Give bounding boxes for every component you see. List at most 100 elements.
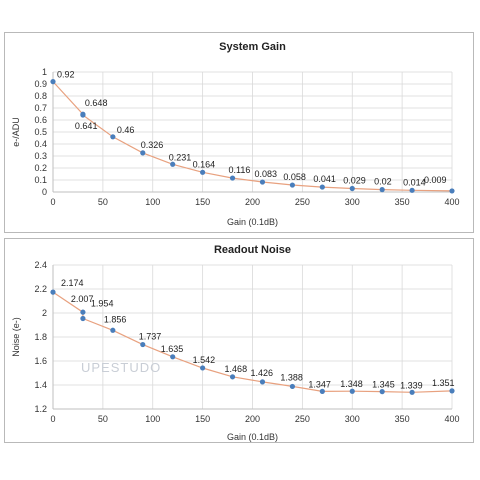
data-label: 1.468	[225, 364, 248, 374]
data-point	[140, 341, 146, 348]
y-tick-label: 1.8	[34, 332, 47, 342]
data-label: 0.164	[193, 159, 216, 169]
x-tick-label: 300	[345, 414, 360, 424]
data-label: 1.426	[250, 368, 273, 378]
y-axis-label: e-/ADU	[11, 117, 21, 147]
y-tick-label: 0.2	[34, 163, 47, 173]
x-tick-label: 100	[145, 414, 160, 424]
x-tick-label: 150	[195, 414, 210, 424]
y-tick-label: 2.2	[34, 284, 47, 294]
y-tick-label: 0.1	[34, 175, 47, 185]
data-label: 0.648	[85, 98, 108, 108]
x-tick-label: 250	[295, 197, 310, 207]
y-tick-label: 0.3	[34, 151, 47, 161]
y-tick-label: 0	[42, 187, 47, 197]
data-point	[170, 161, 176, 167]
data-point	[170, 354, 176, 360]
data-label: 1.345	[372, 380, 395, 390]
x-tick-label: 350	[395, 197, 410, 207]
data-label: 1.347	[308, 379, 331, 389]
data-label: 0.641	[75, 121, 98, 131]
data-label: 1.737	[139, 332, 162, 342]
y-tick-label: 1	[42, 67, 47, 77]
system-gain-chart-panel: System Gain 0 0.1 0.2 0.3 0.4 0.5 0.6 0.7 0.8 0.9 1…	[4, 32, 474, 233]
data-point	[449, 188, 455, 194]
data-point	[259, 379, 266, 385]
data-point	[349, 388, 355, 394]
data-point	[289, 182, 295, 188]
data-label: 1.954	[91, 299, 114, 309]
data-point	[80, 309, 86, 315]
chart-title: Readout Noise	[214, 244, 291, 256]
data-label: 0.009	[424, 175, 447, 185]
y-tick-label: 0.5	[34, 127, 47, 137]
x-tick-label: 350	[395, 414, 410, 424]
x-tick-label: 200	[245, 197, 260, 207]
x-tick-label: 400	[444, 197, 459, 207]
watermark-text: UPESTUDO	[81, 360, 161, 375]
y-tick-label: 0.8	[34, 91, 47, 101]
data-label: 2.174	[61, 278, 84, 288]
y-tick-label: 2.4	[34, 260, 47, 270]
data-label: 0.041	[313, 174, 336, 184]
system-gain-chart: System Gain 0 0.1 0.2 0.3 0.4 0.5 0.6 0.7 0.8 0.9 1…	[11, 41, 460, 227]
x-tick-label: 250	[295, 414, 310, 424]
data-label: 1.351	[432, 378, 455, 388]
data-label: 0.058	[283, 172, 306, 182]
data-point	[80, 112, 86, 118]
data-point	[200, 169, 206, 175]
data-label: 2.007	[71, 294, 94, 304]
y-tick-label: 1.4	[34, 380, 47, 390]
data-point	[289, 383, 295, 390]
data-label: 0.02	[374, 177, 392, 187]
data-point	[50, 289, 56, 295]
data-point	[80, 315, 86, 322]
x-tick-label: 400	[444, 414, 459, 424]
y-tick-label: 0.9	[34, 79, 47, 89]
y-tick-label: 0.4	[34, 139, 47, 149]
y-tick-label: 2	[42, 308, 47, 318]
data-label: 1.388	[280, 372, 303, 382]
y-tick-label: 1.6	[34, 356, 47, 366]
y-axis-label: Noise (e-)	[11, 317, 21, 357]
y-tick-label: 1.2	[34, 404, 47, 414]
data-point	[259, 179, 266, 185]
data-label: 0.029	[343, 176, 366, 186]
x-tick-label: 0	[50, 197, 55, 207]
data-point	[110, 327, 116, 333]
data-label: 1.348	[340, 379, 363, 389]
data-label: 1.856	[104, 314, 127, 324]
x-tick-label: 50	[98, 197, 108, 207]
data-label: 1.542	[193, 355, 216, 365]
chart-title: System Gain	[219, 41, 286, 53]
data-label: 0.92	[57, 70, 75, 80]
x-axis-label: Gain (0.1dB)	[227, 217, 278, 227]
data-point	[50, 79, 56, 85]
data-point	[409, 187, 415, 193]
x-tick-label: 150	[195, 197, 210, 207]
data-label: 1.339	[400, 380, 423, 390]
data-point	[229, 374, 236, 380]
data-label: 0.116	[229, 165, 251, 175]
x-tick-label: 300	[345, 197, 360, 207]
data-point	[379, 389, 385, 395]
data-point	[200, 365, 206, 371]
data-label: 0.326	[141, 140, 164, 150]
data-point	[229, 175, 236, 181]
data-point	[349, 185, 355, 192]
y-tick-label: 0.7	[34, 103, 47, 113]
data-label: 0.231	[169, 152, 192, 162]
x-axis-label: Gain (0.1dB)	[227, 432, 278, 442]
data-point	[319, 388, 325, 394]
data-point	[319, 184, 325, 190]
data-point	[449, 388, 455, 394]
data-label: 1.635	[161, 344, 184, 354]
x-tick-label: 100	[145, 197, 160, 207]
data-label: 0.083	[254, 169, 277, 179]
readout-noise-chart: Readout Noise 1.2 1.4 1.6 1.8 2 2.2 2.4 0 50 100 15…	[11, 244, 460, 442]
data-label: 0.46	[117, 125, 135, 135]
data-label: 0.014	[403, 177, 426, 187]
data-point	[379, 187, 385, 193]
y-tick-label: 0.6	[34, 115, 47, 125]
data-point	[140, 150, 146, 156]
